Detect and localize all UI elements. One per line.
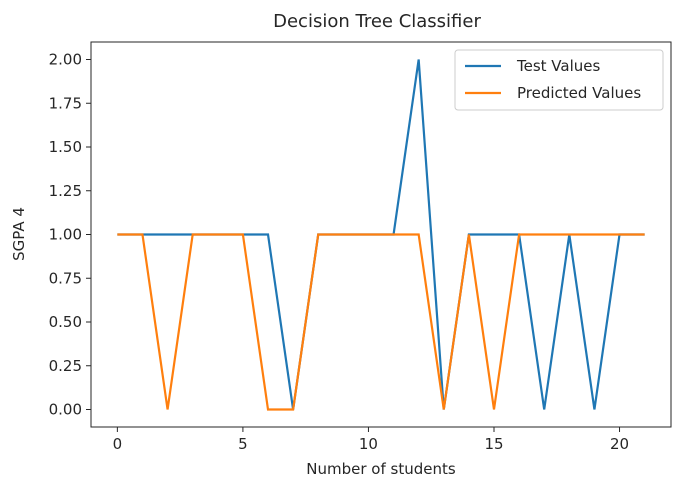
legend: Test Values Predicted Values [454,49,664,111]
legend-label-test-values: Test Values [516,57,600,75]
y-axis-label: SGPA 4 [10,207,28,261]
x-tick-label: 15 [484,435,503,453]
y-tick-label: 1.25 [49,182,82,200]
y-tick-label: 0.75 [49,269,82,287]
y-tick-label: 1.50 [49,138,82,156]
x-tick-label: 10 [359,435,378,453]
y-tick-label: 1.75 [49,94,82,112]
x-tick-label: 20 [610,435,629,453]
legend-label-predicted-values: Predicted Values [517,84,641,102]
y-tick-label: 0.50 [49,313,82,331]
x-tick-label: 0 [113,435,123,453]
chart-title: Decision Tree Classifier [273,11,481,32]
y-axis-ticks: 0.00 0.25 0.50 0.75 1.00 1.25 1.50 1.75 2.00 [49,51,91,419]
legend-box [454,49,664,111]
x-axis-label: Number of students [306,460,456,478]
y-tick-label: 2.00 [49,51,82,69]
y-tick-label: 0.00 [49,401,82,419]
y-tick-label: 1.00 [49,226,82,244]
y-tick-label: 0.25 [49,357,82,375]
series-lines [117,59,645,411]
x-tick-label: 5 [238,435,248,453]
series-line-predicted-values [117,233,645,411]
x-axis-ticks: 0 5 10 15 20 [113,427,629,453]
